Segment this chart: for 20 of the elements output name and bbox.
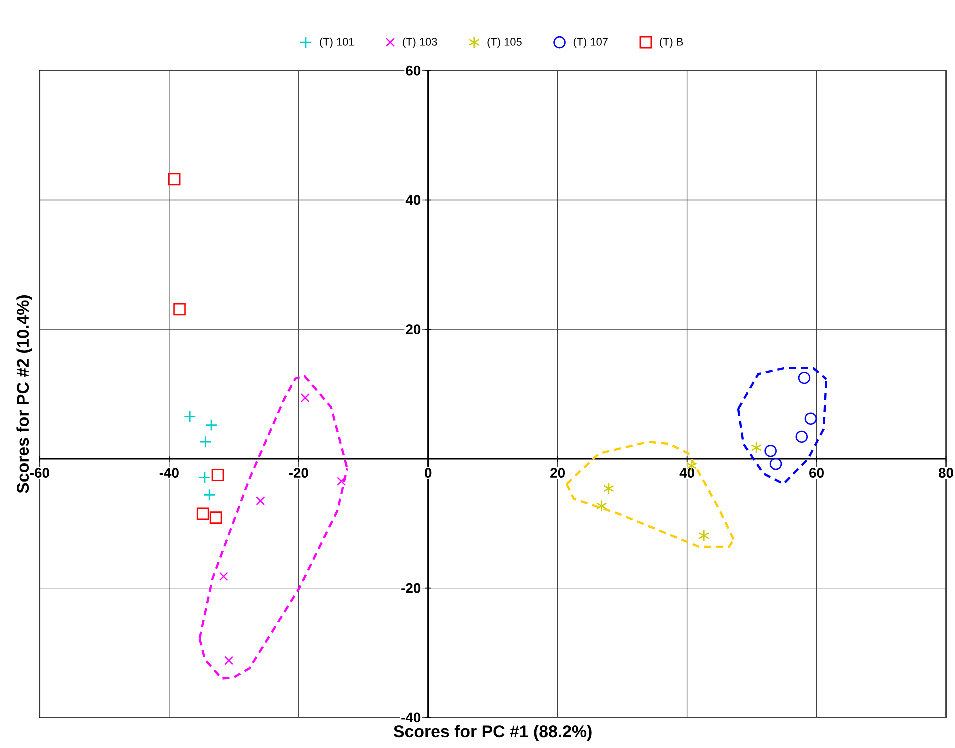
y-tick-label: 60 bbox=[406, 66, 421, 76]
legend-label: (T) 101 bbox=[320, 38, 354, 48]
x-tick-label: 80 bbox=[938, 468, 954, 478]
y-tick-label: -40 bbox=[402, 712, 421, 723]
x-tick-label: 60 bbox=[810, 468, 824, 478]
x-tick-label: 40 bbox=[680, 468, 694, 478]
x-axis-title: Scores for PC #1 (88.2%) bbox=[394, 725, 592, 742]
x-tick-label: -60 bbox=[30, 468, 50, 478]
y-axis-title: Scores for PC #2 (10.4%) bbox=[16, 296, 32, 494]
x-tick-label: -40 bbox=[160, 468, 179, 478]
x-tick-label: 0 bbox=[425, 468, 432, 478]
x-tick-label: -20 bbox=[289, 468, 308, 478]
y-tick-label: 40 bbox=[406, 195, 421, 206]
legend-label: (T) 103 bbox=[403, 38, 438, 48]
y-tick-label: 20 bbox=[406, 324, 421, 335]
y-tick-label: -20 bbox=[402, 584, 421, 594]
legend-label: (T) B bbox=[660, 38, 684, 48]
x-tick-label: 20 bbox=[550, 468, 566, 478]
legend-label: (T) 105 bbox=[488, 38, 522, 48]
legend-label: (T) 107 bbox=[574, 38, 608, 48]
